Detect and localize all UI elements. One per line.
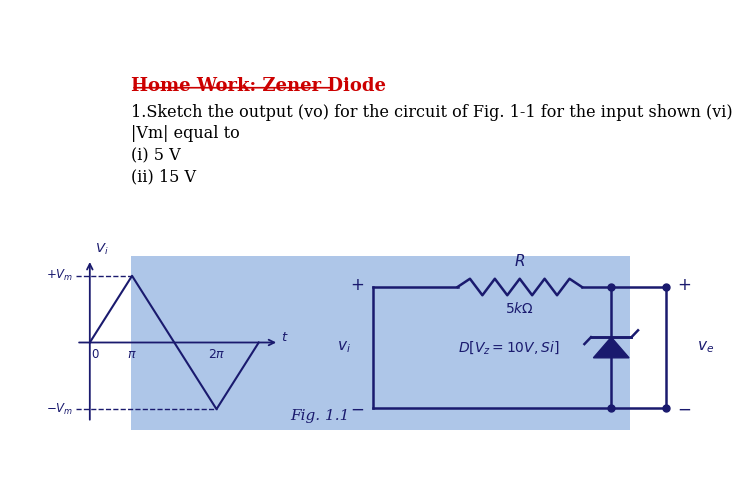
- Text: |Vm| equal to: |Vm| equal to: [131, 124, 240, 142]
- Text: (ii) 15 V: (ii) 15 V: [131, 168, 196, 186]
- Text: $0$: $0$: [91, 348, 100, 361]
- Text: $-$: $-$: [677, 401, 692, 418]
- Text: $+V_m$: $+V_m$: [45, 268, 73, 283]
- Text: $2\pi$: $2\pi$: [208, 348, 225, 361]
- Text: $D[V_z = 10V, Si]$: $D[V_z = 10V, Si]$: [458, 339, 559, 356]
- Text: $-$: $-$: [350, 401, 364, 418]
- Text: $5k\Omega$: $5k\Omega$: [505, 300, 534, 316]
- Text: $-V_m$: $-V_m$: [45, 402, 73, 416]
- Text: $+$: $+$: [677, 277, 692, 294]
- Bar: [131, 256, 630, 430]
- Text: Fig. 1.1: Fig. 1.1: [290, 408, 349, 422]
- Text: $\pi$: $\pi$: [127, 348, 137, 361]
- Text: $v_i$: $v_i$: [337, 340, 351, 355]
- Text: $+$: $+$: [350, 277, 364, 294]
- Text: $R$: $R$: [514, 253, 526, 269]
- Text: Home Work: Zener Diode: Home Work: Zener Diode: [131, 78, 386, 96]
- Text: $V_i$: $V_i$: [95, 242, 108, 257]
- Text: $v_e$: $v_e$: [697, 340, 714, 355]
- Text: $t$: $t$: [280, 332, 288, 344]
- Text: (i) 5 V: (i) 5 V: [131, 148, 181, 165]
- Text: 1.Sketch the output (vo) for the circuit of Fig. 1-1 for the input shown (vi) wh: 1.Sketch the output (vo) for the circuit…: [131, 104, 732, 122]
- Polygon shape: [594, 337, 629, 358]
